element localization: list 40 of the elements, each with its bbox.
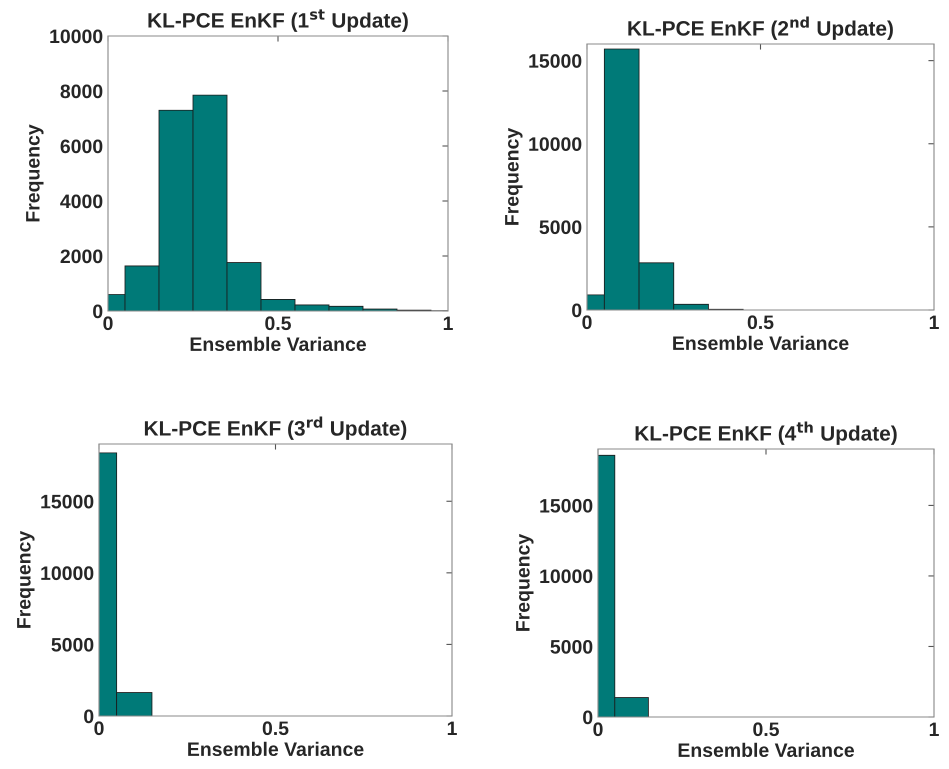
- y-axis-title: Frequency: [26, 124, 44, 222]
- x-tick-label: 0: [103, 316, 113, 330]
- y-tick-label: 0: [583, 710, 592, 724]
- x-axis-title: Ensemble Variance: [678, 742, 854, 758]
- y-tick-label: 2000: [60, 249, 102, 264]
- y-axis-title: Frequency: [505, 128, 523, 225]
- chart-title: KL-PCE EnKF (2$^{nd}$ Update): [628, 16, 893, 40]
- y-tick-label: 6000: [60, 139, 102, 154]
- x-tick-label: 0.5: [748, 315, 774, 330]
- x-axis-title: Ensemble Variance: [673, 336, 848, 350]
- y-tick-label: 0: [93, 304, 102, 318]
- y-tick-label: 15000: [529, 54, 582, 68]
- chart-title: KL-PCE EnKF (3$^{rd}$ Update): [144, 416, 406, 440]
- chart-title: KL-PCE EnKF (1$^{st}$ Update): [148, 9, 408, 32]
- x-tick-label: 0.5: [753, 722, 779, 736]
- y-tick-label: 15000: [540, 498, 592, 513]
- x-axis-title: Ensemble Variance: [188, 742, 364, 756]
- x-tick-label: 1: [444, 316, 453, 330]
- y-axis-title: Frequency: [17, 530, 35, 628]
- y-tick-label: 15000: [41, 494, 94, 508]
- y-tick-label: 0: [84, 709, 94, 724]
- x-tick-label: 0.5: [262, 721, 288, 736]
- x-tick-label: 1: [930, 722, 939, 736]
- y-axis-title: Frequency: [516, 534, 534, 631]
- y-tick-label: 10000: [540, 569, 592, 584]
- x-axis-title: Ensemble Variance: [190, 336, 366, 352]
- x-tick-label: 1: [448, 722, 457, 735]
- y-tick-label: 4000: [60, 194, 102, 208]
- y-tick-label: 8000: [60, 84, 102, 98]
- y-tick-label: 10000: [529, 137, 582, 151]
- y-tick-label: 0: [572, 303, 582, 318]
- y-tick-label: 5000: [550, 640, 592, 654]
- y-tick-label: 5000: [539, 220, 582, 234]
- x-tick-label: 0: [593, 722, 603, 736]
- chart-title: KL-PCE EnKF (4$^{th}$ Update): [636, 422, 897, 445]
- x-tick-label: 0.5: [265, 316, 291, 330]
- x-tick-label: 1: [930, 316, 939, 329]
- y-tick-label: 10000: [50, 29, 102, 44]
- y-tick-label: 5000: [51, 638, 94, 652]
- y-tick-label: 10000: [41, 566, 94, 580]
